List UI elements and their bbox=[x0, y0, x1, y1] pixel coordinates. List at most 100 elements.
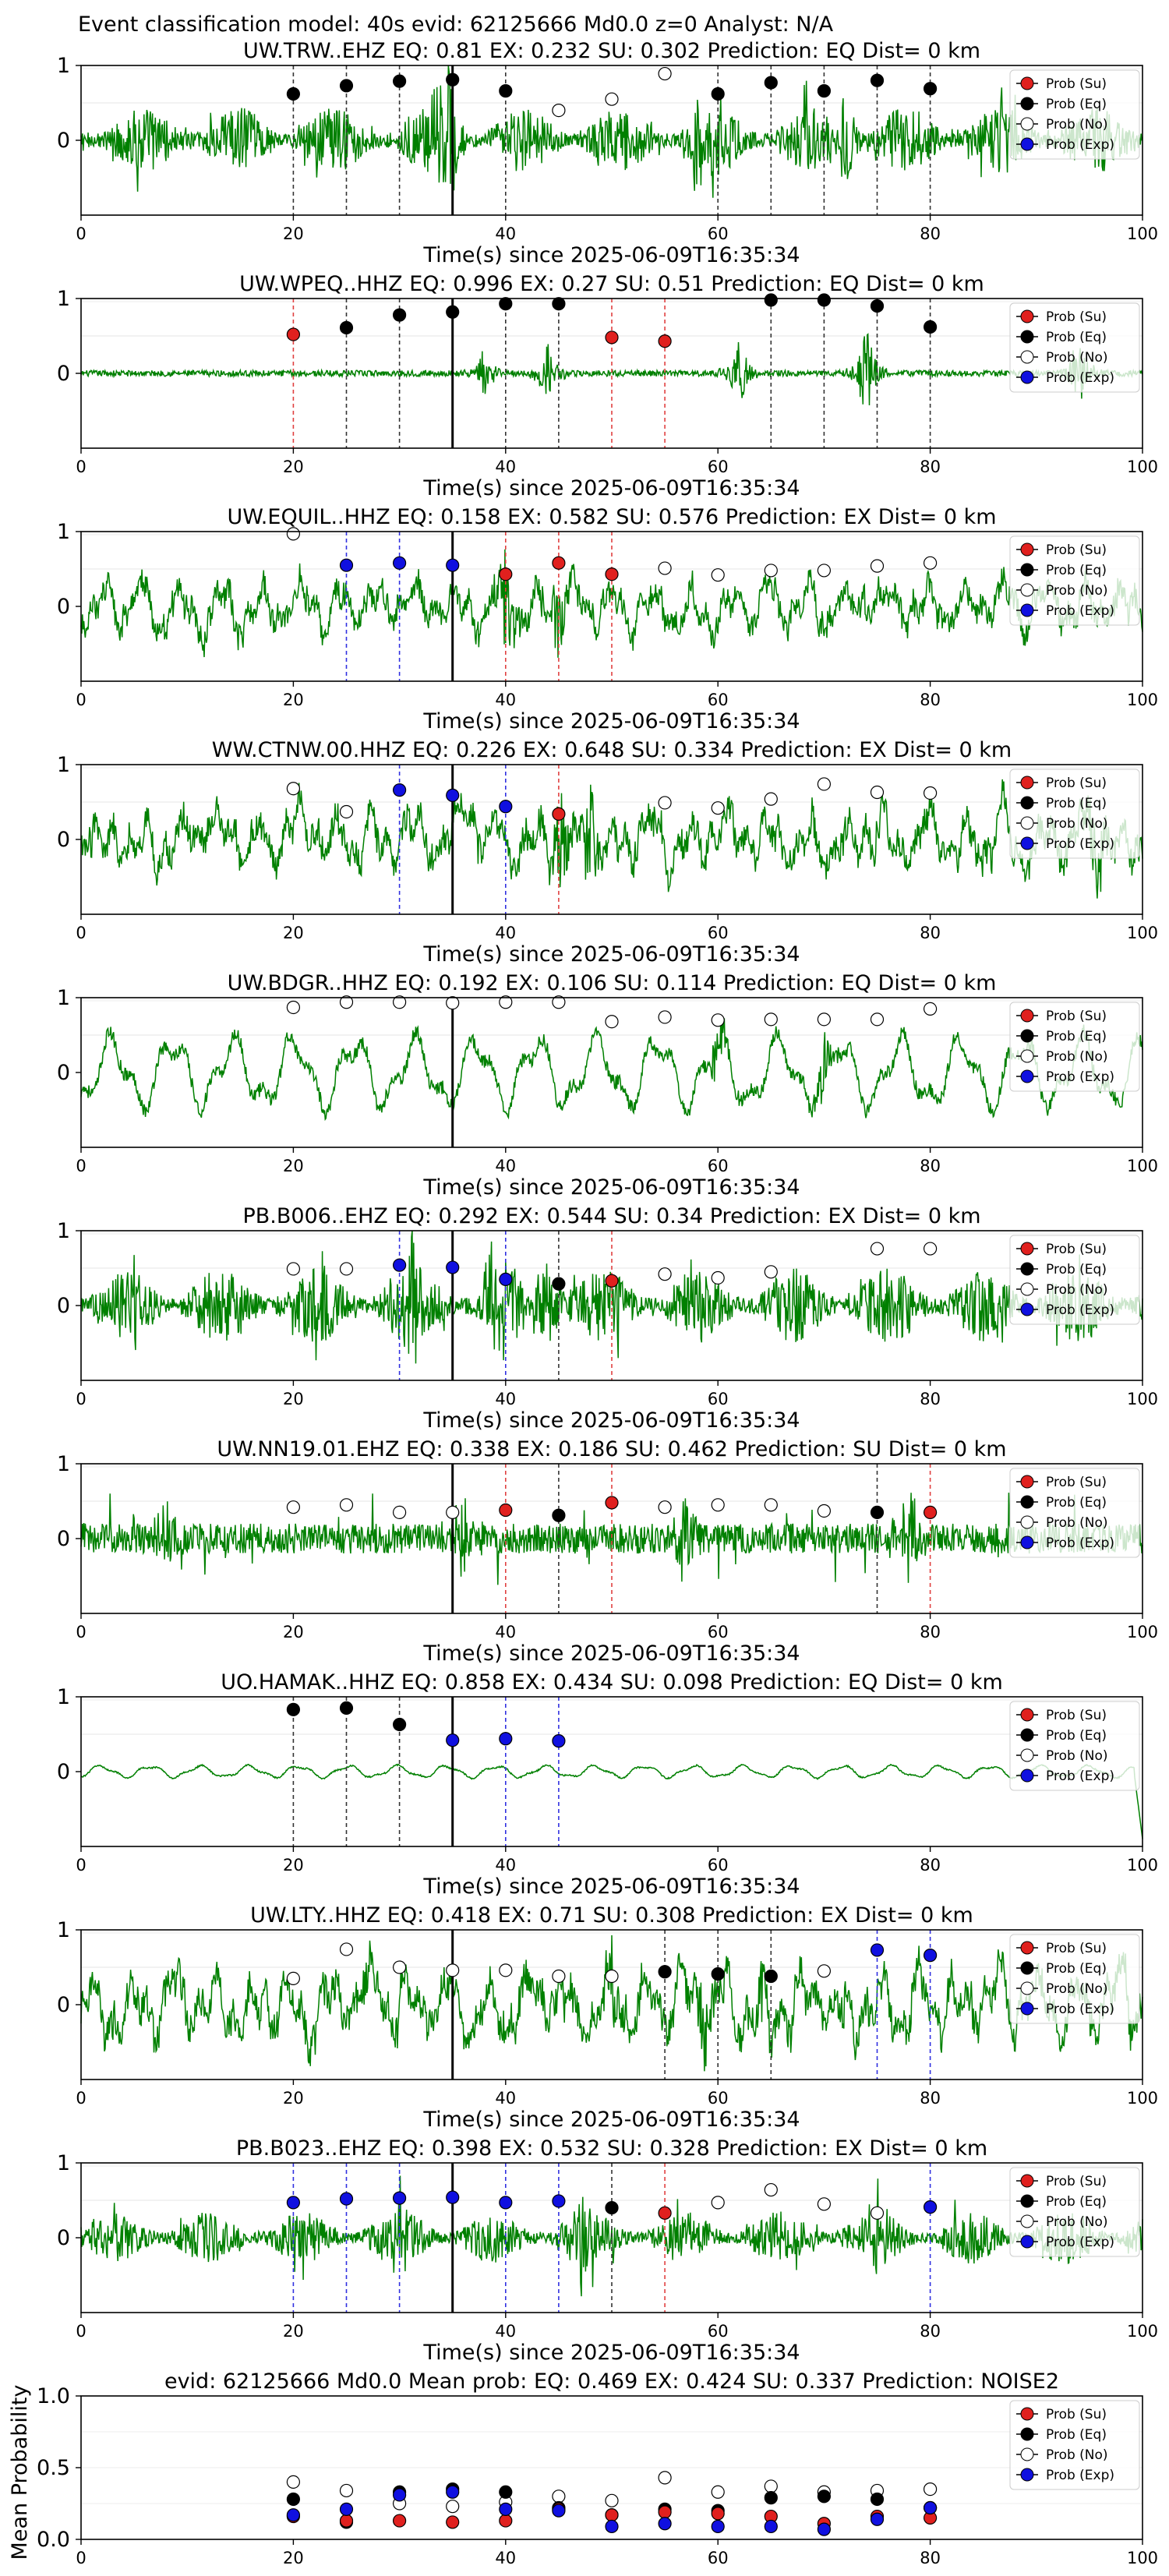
x-axis-label: Time(s) since 2025-06-09T16:35:34 bbox=[422, 2108, 800, 2132]
station-panel: UW.WPEQ..HHZ EQ: 0.996 EX: 0.27 SU: 0.51… bbox=[57, 272, 1158, 500]
prob-marker-no bbox=[711, 2196, 725, 2210]
legend-label-su: Prob (Su) bbox=[1046, 1242, 1107, 1257]
prob-marker-su bbox=[923, 1505, 938, 1520]
legend-label-eq: Prob (Eq) bbox=[1046, 563, 1107, 578]
prob-marker-ex bbox=[446, 1733, 460, 1747]
mean-prob-marker-su bbox=[605, 2508, 619, 2522]
legend-marker-eq bbox=[1020, 1728, 1034, 1742]
prob-marker-no bbox=[286, 1000, 300, 1015]
prob-marker-no bbox=[499, 1963, 513, 1977]
prob-marker-eq bbox=[870, 299, 885, 313]
prob-marker-no bbox=[446, 1505, 460, 1520]
prob-marker-no bbox=[817, 1012, 832, 1027]
legend-label-no: Prob (No) bbox=[1046, 1282, 1108, 1298]
legend-label-eq: Prob (Eq) bbox=[1046, 97, 1107, 112]
station-panel: UW.NN19.01.EHZ EQ: 0.338 EX: 0.186 SU: 0… bbox=[57, 1437, 1158, 1666]
x-tick-label: 0 bbox=[76, 924, 86, 942]
legend-box bbox=[1009, 1468, 1140, 1558]
prob-marker-ex bbox=[286, 2196, 300, 2210]
panel-title: UW.BDGR..HHZ EQ: 0.192 EX: 0.106 SU: 0.1… bbox=[228, 971, 997, 995]
legend-marker-no bbox=[1020, 583, 1034, 597]
x-tick-label: 60 bbox=[708, 2322, 729, 2341]
y-tick-label: 0.0 bbox=[37, 2528, 70, 2552]
prob-marker-no bbox=[711, 568, 725, 582]
figure-title: Event classification model: 40s evid: 62… bbox=[78, 12, 834, 37]
prob-marker-su bbox=[605, 567, 619, 581]
x-tick-label: 20 bbox=[283, 691, 304, 709]
legend-label-no: Prob (No) bbox=[1046, 816, 1108, 832]
legend-marker-su bbox=[1020, 776, 1034, 790]
mean-prob-marker-no bbox=[446, 2500, 460, 2514]
legend-label-eq: Prob (Eq) bbox=[1046, 2194, 1107, 2210]
x-tick-label: 60 bbox=[708, 1157, 729, 1175]
prob-marker-no bbox=[870, 1012, 885, 1027]
prob-marker-no bbox=[658, 1267, 672, 1281]
legend-marker-su bbox=[1020, 1708, 1034, 1722]
y-tick-label: 1 bbox=[57, 1918, 70, 1942]
prob-marker-ex bbox=[499, 1272, 513, 1287]
prob-marker-no bbox=[658, 66, 672, 81]
prob-marker-no bbox=[764, 1498, 778, 1512]
seismogram-trace bbox=[80, 549, 1143, 658]
prob-marker-ex bbox=[446, 1260, 460, 1274]
mean-prob-marker-eq bbox=[870, 2492, 885, 2507]
prob-marker-no bbox=[605, 1969, 619, 1984]
legend-label-ex: Prob (Exp) bbox=[1046, 1302, 1114, 1318]
prob-marker-no bbox=[552, 995, 566, 1009]
mean-prob-marker-ex bbox=[923, 2500, 938, 2515]
prob-marker-su bbox=[605, 1496, 619, 1510]
panel-title: WW.CTNW.00.HHZ EQ: 0.226 EX: 0.648 SU: 0… bbox=[212, 738, 1012, 762]
prob-marker-ex bbox=[392, 783, 407, 797]
prob-marker-ex bbox=[339, 2192, 354, 2206]
y-tick-label: 1 bbox=[57, 2151, 70, 2175]
legend-label-no: Prob (No) bbox=[1046, 583, 1108, 599]
seismogram-trace bbox=[80, 1018, 1143, 1122]
prob-marker-su bbox=[658, 2206, 672, 2220]
prob-marker-eq bbox=[499, 297, 513, 311]
prob-marker-ex bbox=[446, 558, 460, 572]
x-tick-label: 40 bbox=[495, 458, 516, 476]
x-tick-label: 60 bbox=[708, 924, 729, 942]
prob-marker-no bbox=[446, 996, 460, 1010]
panel-title: PB.B023..EHZ EQ: 0.398 EX: 0.532 SU: 0.3… bbox=[236, 2136, 987, 2161]
mean-prob-marker-no bbox=[658, 2471, 672, 2485]
prob-marker-su bbox=[605, 1274, 619, 1288]
prob-marker-no bbox=[764, 2182, 778, 2197]
prob-marker-su bbox=[499, 567, 513, 581]
y-tick-label: 0 bbox=[57, 1760, 70, 1784]
legend-marker-su bbox=[1020, 309, 1034, 323]
x-tick-label: 60 bbox=[708, 691, 729, 709]
panel-title: UW.LTY..HHZ EQ: 0.418 EX: 0.71 SU: 0.308… bbox=[250, 1903, 973, 1928]
legend-box bbox=[1009, 769, 1140, 859]
legend-marker-ex bbox=[1020, 1769, 1034, 1783]
mean-prob-marker-ex bbox=[392, 2488, 407, 2502]
legend-marker-no bbox=[1020, 816, 1034, 830]
x-tick-label: 0 bbox=[76, 2089, 86, 2108]
legend-marker-eq bbox=[1020, 2427, 1034, 2441]
x-axis-label: Time(s) since 2025-06-09T16:35:34 bbox=[422, 2341, 800, 2365]
legend-label-ex: Prob (Exp) bbox=[1046, 1069, 1114, 1085]
x-tick-label: 100 bbox=[1127, 1856, 1158, 1875]
seismogram-trace bbox=[80, 779, 1143, 899]
prob-marker-ex bbox=[392, 2191, 407, 2205]
y-tick-label: 1 bbox=[57, 54, 70, 78]
legend-marker-ex bbox=[1020, 1302, 1034, 1316]
prob-marker-ex bbox=[923, 2200, 938, 2214]
prob-marker-no bbox=[764, 564, 778, 578]
y-tick-label: 0 bbox=[57, 828, 70, 852]
legend-marker-su bbox=[1020, 76, 1034, 90]
prob-marker-no bbox=[870, 785, 885, 800]
legend-label-eq: Prob (Eq) bbox=[1046, 1029, 1107, 1044]
mean-prob-marker-no bbox=[923, 2482, 938, 2496]
legend-label-su: Prob (Su) bbox=[1046, 2407, 1107, 2422]
legend-box bbox=[1009, 1235, 1140, 1325]
legend-label-su: Prob (Su) bbox=[1046, 776, 1107, 791]
prob-marker-no bbox=[392, 995, 407, 1009]
legend-label-eq: Prob (Eq) bbox=[1046, 796, 1107, 811]
prob-marker-eq bbox=[392, 74, 407, 88]
legend-marker-eq bbox=[1020, 796, 1034, 810]
legend-marker-ex bbox=[1020, 1069, 1034, 1083]
mean-prob-marker-su bbox=[499, 2514, 513, 2528]
prob-marker-ex bbox=[552, 1734, 566, 1748]
prob-marker-eq bbox=[446, 305, 460, 319]
